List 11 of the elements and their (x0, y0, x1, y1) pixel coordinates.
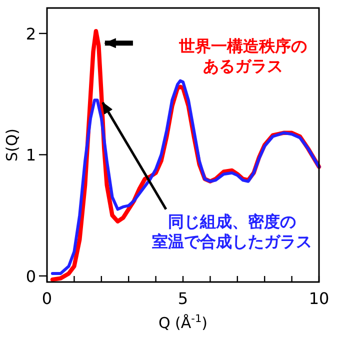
line-series (50, 79, 320, 276)
x-tick-label: 5 (178, 289, 188, 308)
y-tick-label: 1 (26, 146, 36, 165)
x-tick-label: 10 (308, 289, 330, 308)
x-tick-label: 0 (42, 289, 52, 308)
y-tick-label: 0 (26, 266, 36, 286)
annotation: 同じ組成、密度の室温で合成したガラス (152, 212, 312, 251)
y-axis-title: S(Q) (3, 128, 21, 162)
x-axis-title: Q (Å$^{-1}$) (158, 313, 208, 332)
annotation: 世界一構造秩序のあるガラス (178, 36, 307, 76)
y-tick-label: 2 (26, 24, 36, 44)
